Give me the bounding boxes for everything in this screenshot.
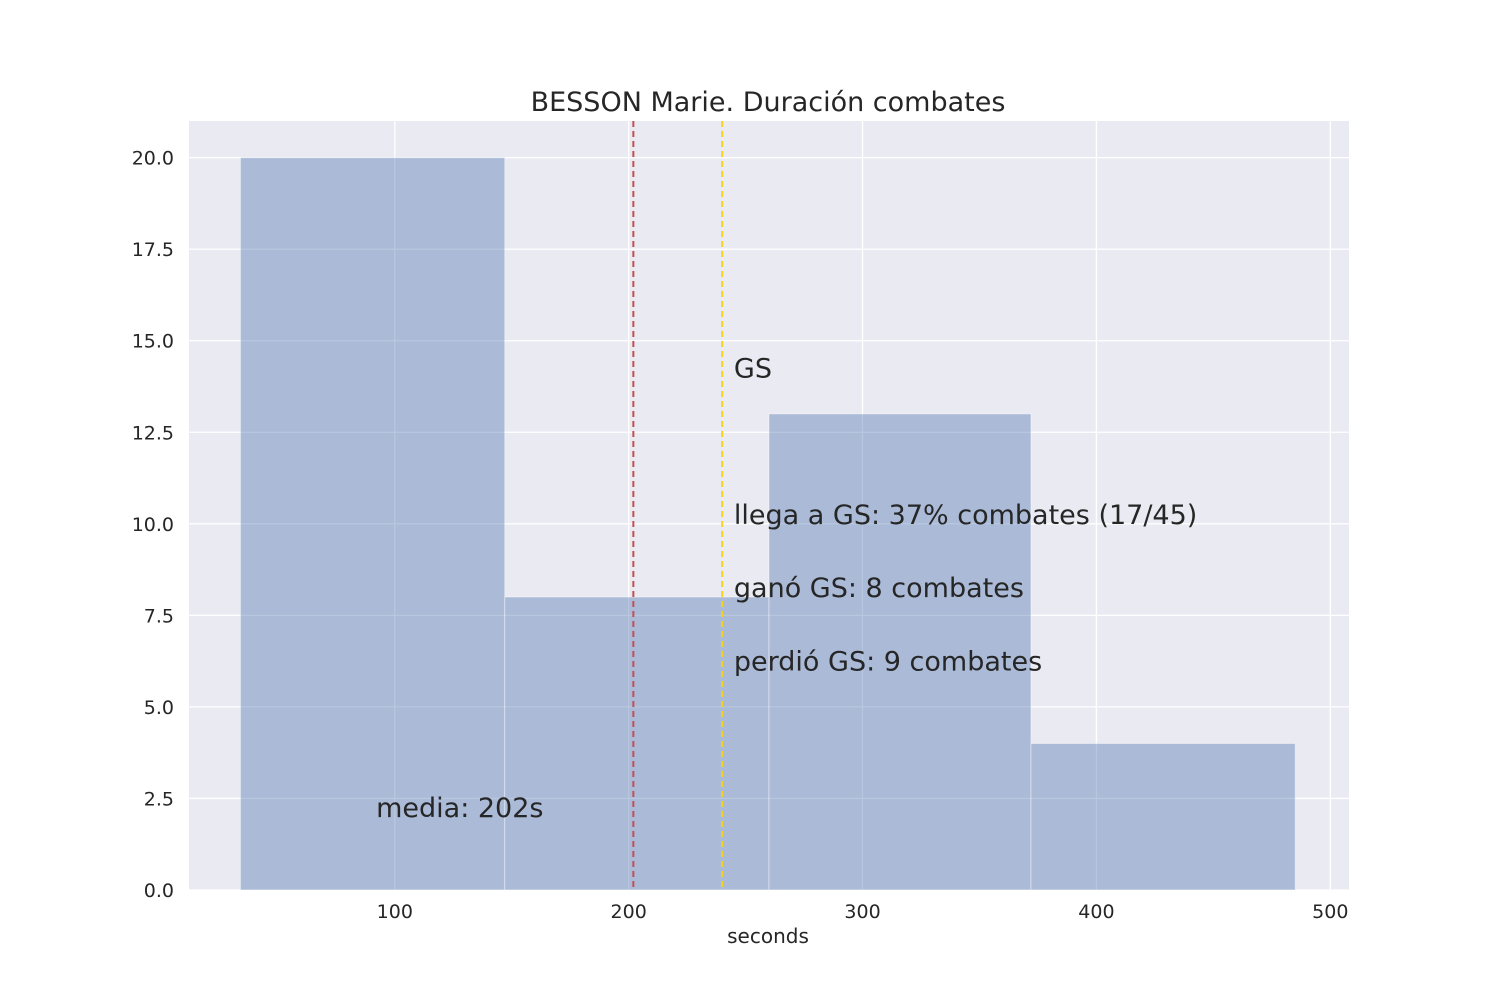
- x-tick-label: 500: [1312, 901, 1348, 923]
- annotation-text: media: 202s: [376, 793, 543, 824]
- annotations: GS llega a GS: 37% combates (17/45) ganó G…: [376, 353, 1197, 823]
- x-tick-label: 400: [1078, 901, 1114, 923]
- y-tick-label: 7.5: [144, 605, 174, 627]
- y-tick-label: 5.0: [144, 697, 174, 719]
- histogram-bar: [504, 596, 770, 891]
- histogram-bar: [768, 413, 1032, 891]
- x-tick-label: 200: [611, 901, 647, 923]
- histogram-bar: [239, 157, 506, 891]
- bars: [239, 157, 1296, 891]
- grid-lines: [189, 121, 1349, 891]
- y-tick-label: 2.5: [144, 788, 174, 810]
- y-tick-label: 10.0: [132, 514, 174, 536]
- y-tick-label: 12.5: [132, 422, 174, 444]
- reference-lines: [632, 121, 724, 890]
- y-tick-label: 17.5: [132, 239, 174, 261]
- y-tick-label: 20.0: [132, 148, 174, 170]
- histogram-bar: [1030, 743, 1296, 891]
- x-axis-label: seconds: [727, 924, 809, 948]
- annotation-text: ganó GS: 8 combates: [734, 573, 1024, 604]
- x-axis-ticks: 100 200 300 400 500: [377, 901, 1349, 923]
- x-tick-label: 300: [844, 901, 880, 923]
- chart-title: BESSON Marie. Duración combates: [531, 87, 1006, 118]
- y-tick-label: 0.0: [144, 880, 174, 902]
- annotation-text: llega a GS: 37% combates (17/45): [734, 500, 1197, 531]
- annotation-text: perdió GS: 9 combates: [734, 646, 1042, 677]
- y-axis-ticks: 0.0 2.5 5.0 7.5 10.0 12.5 15.0 17.5 20.0: [132, 148, 174, 902]
- annotation-text: GS: [734, 353, 772, 384]
- y-tick-label: 15.0: [132, 331, 174, 353]
- x-tick-label: 100: [377, 901, 413, 923]
